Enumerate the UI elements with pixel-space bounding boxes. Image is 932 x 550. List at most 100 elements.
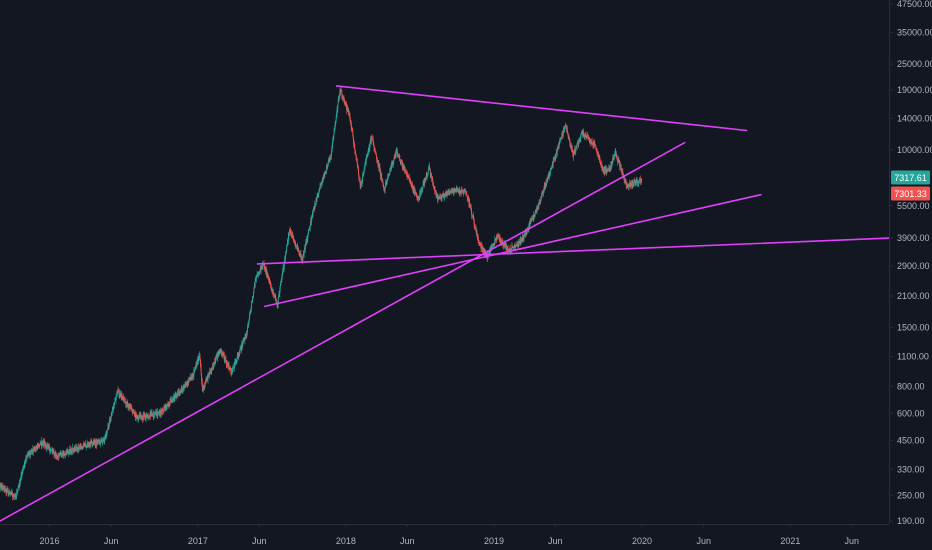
candle: [481, 243, 483, 253]
candle-body: [404, 169, 406, 173]
candle-body: [558, 143, 560, 146]
candle-body: [447, 193, 449, 195]
trendline-1[interactable]: [335, 85, 748, 132]
candle-body: [345, 104, 347, 106]
candle-body: [279, 285, 281, 289]
candle-body: [131, 407, 133, 410]
candle-body: [108, 423, 110, 426]
candle: [552, 157, 554, 169]
candle-body: [418, 197, 420, 198]
candle-body: [157, 413, 159, 415]
candle-body: [34, 447, 36, 452]
candle-body: [530, 219, 532, 222]
candle-body: [236, 358, 238, 361]
candle-body: [162, 408, 164, 412]
candle-body: [377, 160, 379, 162]
trendline-4[interactable]: [263, 193, 762, 308]
candle-body: [153, 414, 155, 416]
candle-body: [111, 412, 113, 413]
candle-body: [382, 183, 384, 187]
candle-body: [328, 157, 330, 162]
candle-body: [264, 268, 266, 270]
candle-body: [370, 138, 372, 144]
candle-body: [286, 245, 288, 252]
candle-body: [523, 235, 525, 241]
candle-body: [45, 445, 47, 449]
candle-body: [373, 146, 375, 148]
candle-body: [447, 191, 449, 194]
candle-body: [550, 168, 552, 170]
candle-body: [563, 128, 565, 130]
candle-body: [270, 287, 272, 290]
candle-body: [245, 335, 247, 337]
candle: [197, 356, 198, 365]
candle-body: [97, 440, 99, 442]
candle-body: [510, 249, 512, 251]
candle-body: [597, 152, 599, 155]
candle-body: [421, 190, 423, 192]
candle-body: [599, 159, 601, 163]
candle-body: [224, 356, 226, 361]
candle-body: [56, 454, 58, 457]
candle-body: [419, 192, 421, 198]
trendline-3[interactable]: [256, 237, 890, 265]
candle-body: [424, 178, 426, 184]
candle: [306, 236, 308, 245]
candle-body: [33, 447, 35, 450]
candle-body: [387, 176, 389, 178]
candle-body: [640, 178, 642, 182]
candle-body: [124, 402, 126, 403]
candle-body: [374, 149, 376, 150]
candle-body: [540, 197, 542, 201]
candle: [351, 128, 353, 132]
candle-body: [102, 439, 104, 442]
candle-body: [259, 272, 261, 273]
candle-body: [204, 383, 206, 386]
candle-body: [249, 311, 251, 313]
trendline-2[interactable]: [0, 141, 686, 522]
candle-body: [566, 130, 568, 132]
candle-body: [319, 188, 321, 190]
candle: [497, 233, 499, 238]
candle-body: [113, 404, 115, 410]
candle-body: [278, 296, 280, 299]
candle-body: [463, 189, 465, 193]
candle-body: [485, 251, 487, 256]
candle-body: [220, 348, 222, 352]
candle: [431, 172, 432, 182]
candle-body: [125, 402, 127, 405]
time-axis[interactable]: 2016 Jun 2017 Jun 2018 Jun 2019 Jun 2020 Jun 2021 J…: [39, 524, 859, 546]
candle-body: [296, 244, 298, 250]
candle-body: [135, 415, 137, 419]
candle: [350, 120, 352, 132]
candle: [378, 160, 380, 171]
candle: [176, 391, 178, 399]
candle-body: [312, 210, 314, 213]
candle-body: [332, 138, 334, 139]
candle-body: [368, 147, 370, 151]
candle-body: [70, 448, 72, 452]
candle-body: [231, 372, 233, 374]
candle-body: [505, 244, 507, 246]
candle-body: [594, 143, 596, 145]
candle-body: [223, 354, 225, 357]
candle-body: [616, 154, 618, 159]
candle: [79, 443, 81, 449]
candle: [111, 406, 113, 416]
candle-body: [426, 173, 428, 177]
candle-body: [95, 440, 97, 442]
candle-body: [501, 239, 503, 244]
candle-body: [506, 246, 508, 250]
candle: [625, 179, 627, 189]
candle: [404, 166, 406, 173]
candle-body: [198, 357, 200, 359]
candle-body: [592, 142, 593, 144]
candle-body: [459, 188, 460, 193]
candle-body: [348, 111, 350, 116]
candle-body: [551, 167, 553, 169]
candle: [236, 358, 238, 366]
candle: [368, 144, 370, 154]
candle-body: [346, 108, 348, 110]
candle-body: [13, 496, 15, 497]
